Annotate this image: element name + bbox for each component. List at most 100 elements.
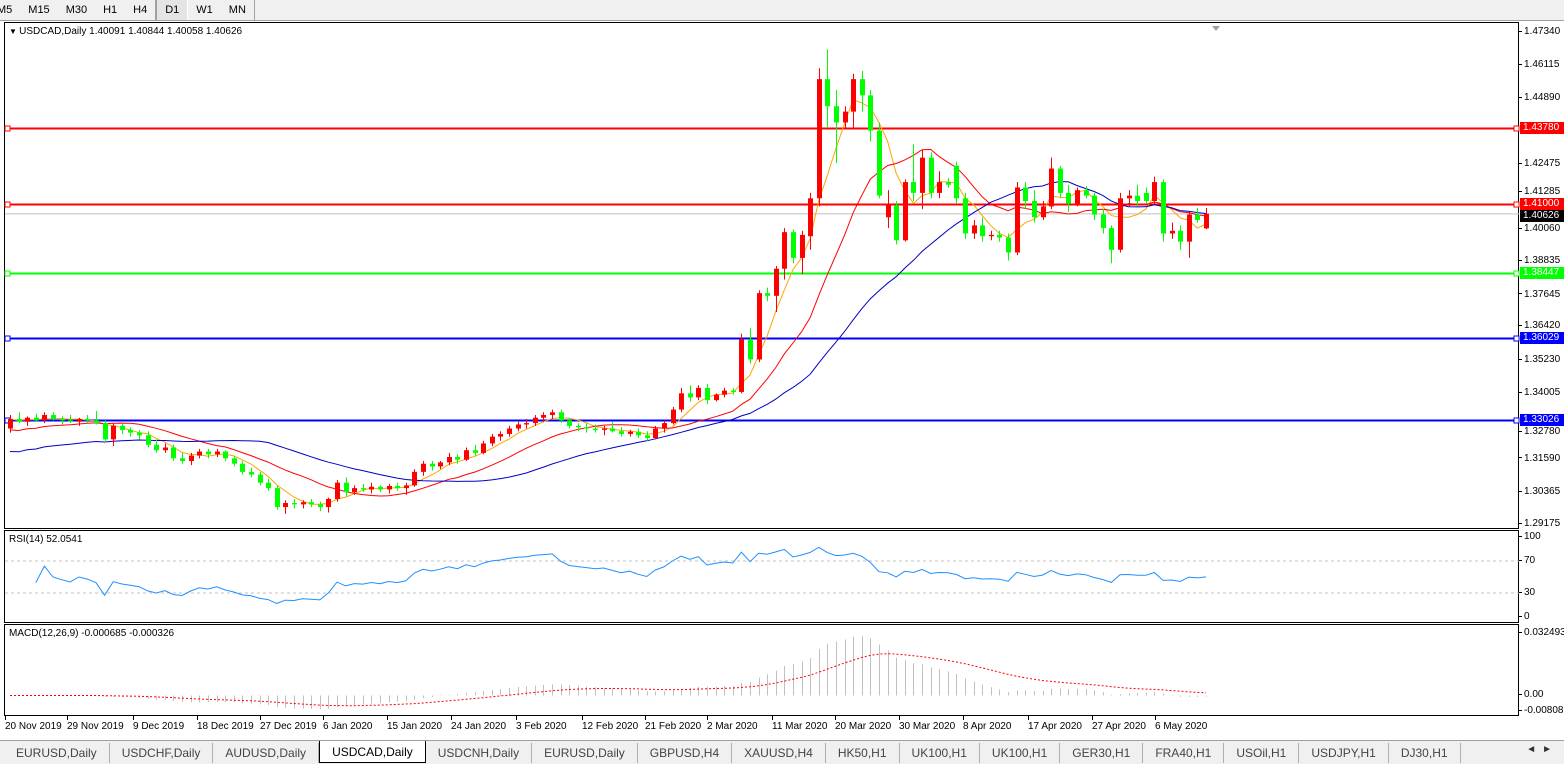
candle [1023,182,1028,210]
candle [215,448,220,457]
candle-body [85,419,90,421]
candle-body [301,502,306,505]
tab-dj30-h1[interactable]: DJ30,H1 [1389,743,1461,763]
price-tick-label: 1.35230 [1519,354,1560,366]
candle [60,416,65,425]
tab-audusd-daily[interactable]: AUDUSD,Daily [213,743,320,763]
candle [1118,192,1123,253]
candle [714,393,719,402]
candle [800,230,805,275]
candle-body [1041,206,1046,218]
dropdown-triangle-icon[interactable]: ▼ [9,27,20,36]
macd-panel[interactable]: MACD(12,26,9) -0.000685 -0.000326 [4,624,1519,716]
price-axis[interactable]: 1.43780 1.41000 1.40626 1.38447 1.36029 1.330… [1519,22,1564,716]
chart-ohlc-header: USDCAD,Daily 1.40091 1.40844 1.40058 1.4… [19,26,243,37]
timeframe-m15[interactable]: M15 [28,4,50,16]
price-tag: 1.33026 [1520,413,1564,426]
tab-uk100-h1[interactable]: UK100,H1 [900,743,980,763]
tab-xauusd-h4[interactable]: XAUUSD,H4 [732,743,826,763]
scroll-right-icon[interactable]: ► [1542,744,1558,755]
candle-body [189,455,194,462]
candle-body [679,393,684,410]
price-tick-label: 1.36420 [1519,320,1560,332]
tab-eurusd-daily[interactable]: EURUSD,Daily [4,743,110,763]
candle-body [757,293,762,360]
tab-scroll-arrows[interactable]: ◄► [1526,744,1558,755]
tab-usdchf-daily[interactable]: USDCHF,Daily [110,743,214,763]
date-axis-label: 20 Mar 2020 [835,716,892,732]
timeframe-m5[interactable]: M5 [0,4,13,16]
tab-gbpusd-h4[interactable]: GBPUSD,H4 [638,743,733,763]
candle [1006,233,1011,261]
candle-body [77,419,82,422]
price-tick-label: 1.47340 [1519,26,1560,38]
candle [412,469,417,487]
candle-body [258,474,263,483]
tab-ger30-h1[interactable]: GER30,H1 [1060,743,1144,763]
rsi-panel[interactable]: RSI(14) 52.0541 [4,530,1519,623]
candle [240,461,245,475]
rsi-header: RSI(14) 52.0541 [9,534,83,545]
tab-usoil-h1[interactable]: USOil,H1 [1224,743,1300,763]
price-tick-label: 1.30365 [1519,486,1560,498]
candle-body [378,486,383,490]
level-anchor-left [4,270,11,277]
candle [584,423,589,433]
date-axis-label: 6 May 2020 [1155,716,1208,732]
tab-usdcnh-daily[interactable]: USDCNH,Daily [426,743,533,763]
candle-body [68,420,73,422]
candle [189,452,194,466]
candle [1195,207,1200,223]
candle-body [498,433,503,437]
tab-eurusd-daily[interactable]: EURUSD,Daily [532,743,638,763]
candle [757,290,762,363]
candle [326,497,331,513]
candle [782,228,787,280]
candle-body [559,412,564,421]
candle [120,423,125,434]
candle [473,444,478,456]
candle [817,68,822,207]
candle [232,455,237,467]
candle [17,412,22,424]
timeframe-h1[interactable]: H1 [103,4,118,16]
candle [163,443,168,453]
candle [51,412,56,421]
candle-body [628,431,633,434]
candle-body [25,417,30,422]
timeframe-w1[interactable]: W1 [196,4,213,16]
scroll-left-icon[interactable]: ◄ [1526,744,1543,755]
candle [34,413,39,422]
candle-body [34,417,39,421]
candle-body [1170,230,1175,234]
candle-body [731,390,736,392]
candle-body [17,419,22,422]
candle [387,484,392,494]
candle [1075,187,1080,207]
candle-body [361,488,366,490]
tab-uk100-h1[interactable]: UK100,H1 [980,743,1061,763]
price-chart [4,26,1520,514]
candle-body [714,394,719,401]
candle [765,287,770,302]
timeframe-mn[interactable]: MN [228,4,246,16]
tab-usdcad-daily[interactable]: USDCAD,Daily [319,741,426,763]
candle [903,179,908,242]
candle-body [1204,213,1209,229]
timeframe-d1[interactable]: D1 [156,0,189,20]
timeframe-h4[interactable]: H4 [133,4,148,16]
candle-body [438,462,443,467]
tab-hk50-h1[interactable]: HK50,H1 [826,743,900,763]
candle-body [352,488,357,493]
candle [516,421,521,432]
candle-body [309,502,314,505]
candle-body [464,450,469,460]
tab-usdjpy-h1[interactable]: USDJPY,H1 [1299,743,1389,763]
candle-body [1195,214,1200,220]
candle-body [275,488,280,508]
price-chart-panel[interactable]: ▼ USDCAD,Daily 1.40091 1.40844 1.40058 1… [4,22,1520,529]
candle [103,420,108,443]
timeframe-m30[interactable]: M30 [65,4,88,16]
tab-fra40-h1[interactable]: FRA40,H1 [1143,743,1225,763]
candle [997,230,1002,242]
